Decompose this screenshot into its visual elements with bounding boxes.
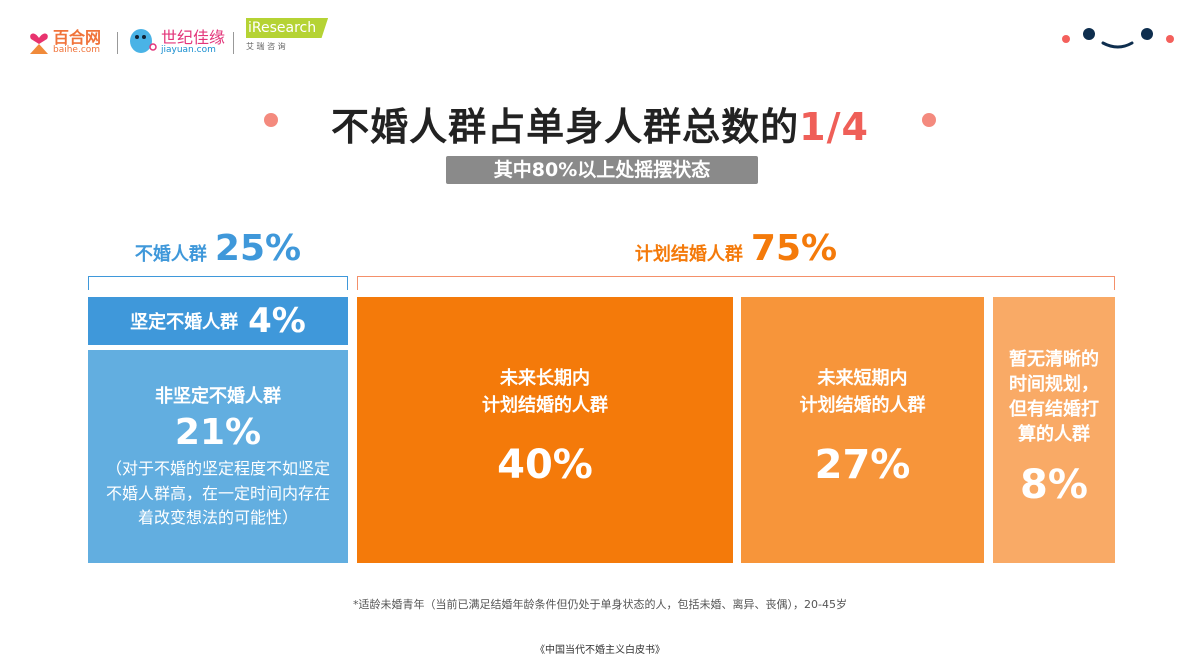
firm-unmarried-box: 坚定不婚人群 4% (88, 297, 348, 345)
baihe-url: baihe.com (53, 44, 101, 55)
jiayuan-url: jiayuan.com (161, 44, 216, 55)
baihe-name: 百合网 (53, 27, 102, 47)
page-title: 不婚人群占单身人群总数的1/4 (331, 105, 869, 149)
no-plan-box: 暂无清晰的时间规划，但有结婚打算的人群 8% (993, 297, 1115, 563)
title-dot (922, 113, 936, 127)
jiayuan-name: 世纪佳缘 (161, 27, 226, 47)
jiayuan-logo: 世纪佳缘 jiayuan.com (128, 22, 225, 62)
right-group-header: 计划结婚人群 75% (634, 228, 838, 269)
unfirm-unmarried-box: 非坚定不婚人群 21% （对于不婚的坚定程度不如坚定不婚人群高，在一定时间内存在… (88, 350, 348, 563)
divider (117, 32, 118, 54)
right-bracket (357, 276, 1115, 290)
footnote: *适龄未婚青年（当前已满足结婚年龄条件但仍处于单身状态的人，包括未婚、离异、丧偶… (353, 598, 847, 611)
subtitle-badge: 其中80%以上处摇摆状态 (446, 156, 758, 184)
left-group-header: 不婚人群 25% (134, 228, 302, 269)
long-term-plan-box: 未来长期内 计划结婚的人群 40% (357, 297, 733, 563)
title-highlight: 1/4 (799, 105, 869, 149)
short-term-plan-box: 未来短期内 计划结婚的人群 27% (741, 297, 984, 563)
source: 《中国当代不婚主义白皮书》 (535, 645, 665, 656)
left-bracket (88, 276, 348, 290)
divider (233, 32, 234, 54)
iresearch-logo: iResearch 艾 瑞 咨 询 (246, 18, 329, 58)
smiley-face-icon (1060, 25, 1180, 55)
title-dot (264, 113, 278, 127)
iresearch-cn: 艾 瑞 咨 询 (246, 42, 286, 51)
baihe-logo: 百合网 baihe.com (28, 22, 101, 62)
iresearch-name: iResearch (246, 18, 329, 38)
